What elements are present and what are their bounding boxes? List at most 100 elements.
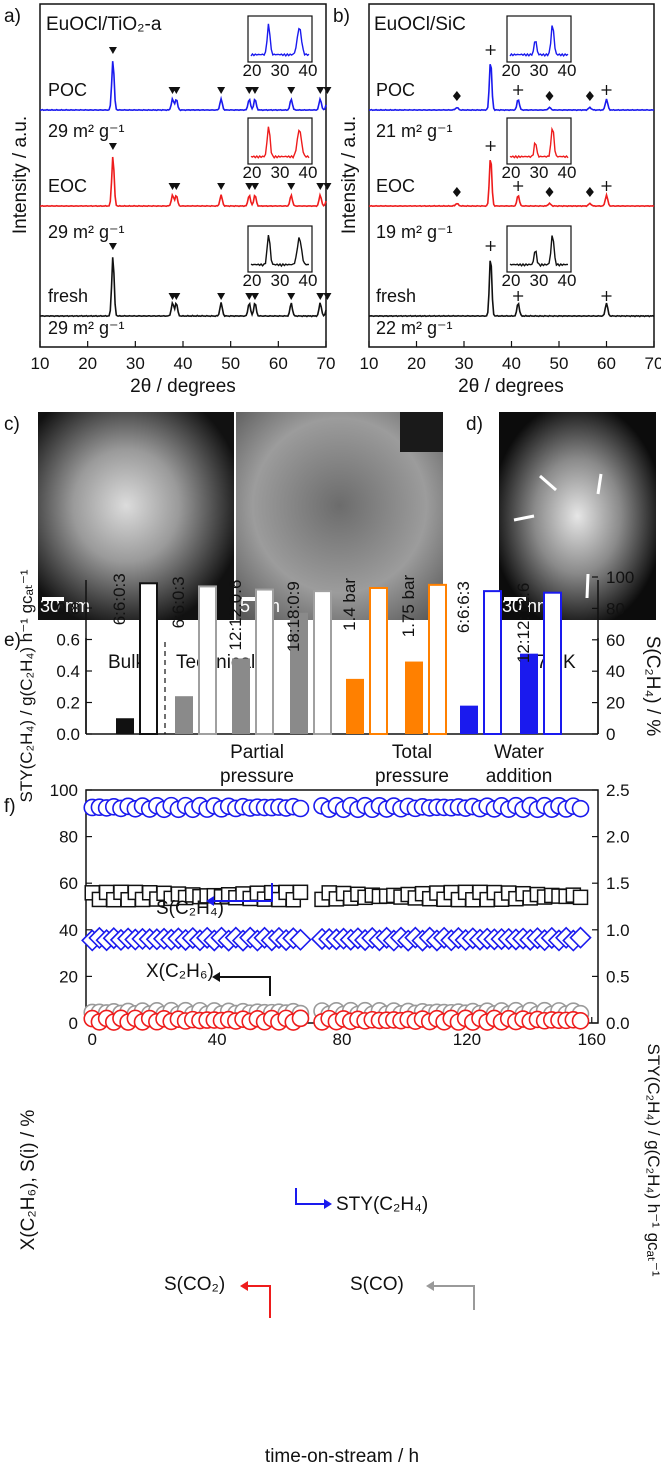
a-peak-marker-triangle [323,87,332,94]
panel-e-bar-sty-6 [460,705,478,734]
scale-label-c-left: 30 nm [40,596,90,616]
panel-f-left-tick-label: 80 [59,828,78,847]
tem-image-d [499,412,656,620]
panel-e-bar-sel-7 [543,591,562,736]
panel-e-bar-label-3: 18:18:0:9 [284,581,303,652]
b-inset-trace [509,25,569,58]
a-peak-marker-triangle [316,293,325,300]
a-inset-tick-label: 40 [299,271,318,290]
panel-e-right-tick-label: 40 [606,662,625,681]
a-peak-marker-triangle [250,293,259,300]
panel-e: e) Bulk Technical 773 K 0.00.20.40.60.8 … [4,568,661,802]
panel-f-x-axis-label: time-on-stream / h [265,1446,419,1464]
arrow-sty-c2h4 [295,1188,326,1205]
panel-a-peak-markers [108,47,332,300]
panel-f-point-square [572,889,589,906]
panel-e-bar-sel-2 [255,588,274,735]
panel-e-left-tick-label: 0.2 [56,694,80,713]
panel-e-y-axis-left-label: STY(C₂H₄) / g(C₂H₄) h⁻¹ gᴄₐₜ⁻¹ [17,569,36,802]
a-peak-marker-triangle [250,183,259,190]
panel-e-right-tick-label: 20 [606,694,625,713]
panel-d: d) 30 nm [466,412,656,620]
a-peak-marker-triangle [172,293,181,300]
tem-image-c-corner [400,412,443,452]
panel-d-label: d) [466,414,483,435]
panel-a-title: EuOCl/TiO₂-a [46,14,162,35]
annotation-sty-c2h4: STY(C₂H₄) [336,1194,428,1215]
panel-c: 30 nm 5 nm c) [4,412,443,620]
a-peak-marker-triangle [287,293,296,300]
a-trace-fresh [39,257,327,318]
b-peak-marker-cross [513,291,524,301]
arrow-s-c2h4 [212,883,273,902]
panel-c-label: c) [4,414,20,435]
a-x-tick-label: 60 [269,354,288,373]
arrow-head-s-co2 [240,1281,248,1291]
panel-f-right-tick-label: 2.0 [606,828,630,847]
panel-f-point-circle [291,1009,310,1028]
panel-e-bar-sty-5 [405,661,423,734]
a-inset-trace [250,23,310,58]
panel-f-x-ticks: 0 40 80 120 160 [88,1017,606,1049]
arrow-s-co [432,1285,475,1310]
a-peak-marker-triangle [287,87,296,94]
b-peak-marker-diamond [585,91,594,101]
panel-e-bar-label-1: 6:6:0:3 [169,576,188,628]
panel-f: f) 0 20 40 60 80 100 0.0 0.5 1.0 1.5 2.0 2.5 0 40 80… [4,781,661,1467]
tem-arrow-1 [539,474,557,492]
tem-arrow-3 [513,514,535,522]
panel-f-right-ticks: 0.0 0.5 1.0 1.5 2.0 2.5 [592,781,630,1033]
a-peak-marker-triangle [250,87,259,94]
tem-arrow-4 [585,573,590,599]
b-inset-tick-label: 40 [558,163,577,182]
panel-f-left-tick-label: 0 [69,1014,78,1033]
b-peak-marker-diamond [452,91,461,101]
panel-f-left-tick-label: 40 [59,921,78,940]
scale-bar-c-left [42,597,64,601]
a-inset-tick-label: 30 [271,271,290,290]
a-trace-poc [39,61,327,112]
panel-f-x-tick-label: 120 [453,1030,481,1049]
panel-f-y-axis-right-label: STY(C₂H₄) / g(C₂H₄) h⁻¹ gᴄₐₜ⁻¹ [644,1044,661,1277]
b-x-tick-label: 50 [550,354,569,373]
panel-e-group-3-line1: Water [494,742,545,763]
panel-b-peak-markers [452,45,612,301]
b-peak-marker-diamond [452,187,461,197]
panel-b-x-axis-label: 2θ / degrees [458,376,564,397]
scale-bar-c-right [242,597,260,601]
panel-e-bar-sel-4 [369,586,388,735]
panel-b-area-fresh: 22 m² g⁻¹ [376,318,453,338]
panel-f-x-tick-label: 40 [208,1030,227,1049]
b-x-tick-label: 40 [502,354,521,373]
b-x-tick-label: 30 [455,354,474,373]
panel-f-x-tick-label: 80 [333,1030,352,1049]
b-inset-tick-label: 40 [558,271,577,290]
b-inset-tick-label: 40 [558,61,577,80]
panel-a-trace-poc: POC [48,80,87,100]
panel-e-left-tick-label: 0.0 [56,725,80,744]
b-inset-tick-label: 20 [502,61,521,80]
b-peak-marker-cross [601,181,612,191]
b-x-tick-label: 70 [645,354,661,373]
a-peak-marker-triangle [323,183,332,190]
panel-e-right-tick-label: 0 [606,725,615,744]
arrow-head-s-c2h4 [206,896,214,906]
arrow-head-x-c2h6 [212,972,220,982]
scale-bar-d [504,597,526,601]
a-x-tick-label: 10 [31,354,50,373]
b-trace-eoc [368,159,655,208]
a-peak-marker-triangle [245,87,254,94]
panel-a-area-poc: 29 m² g⁻¹ [48,121,125,141]
annotation-s-co2: S(CO₂) [164,1274,225,1295]
panel-f-left-tick-label: 60 [59,874,78,893]
panel-a-insets: 20 30 40 20 30 40 20 30 40 [243,15,318,290]
panel-b: b) EuOCl/SiC POC 21 m² g⁻¹ EOC 19 m² g⁻¹… [333,3,661,397]
a-peak-marker-triangle [108,143,117,150]
a-inset-tick-label: 20 [243,61,262,80]
panel-e-right-ticks: 0 20 40 60 80 100 [592,568,634,744]
annotation-s-co: S(CO) [350,1274,404,1295]
panel-f-point-square [292,884,309,901]
panel-b-trace-eoc: EOC [376,176,415,196]
scale-label-d: 30 nm [502,596,552,616]
b-peak-marker-cross [513,85,524,95]
